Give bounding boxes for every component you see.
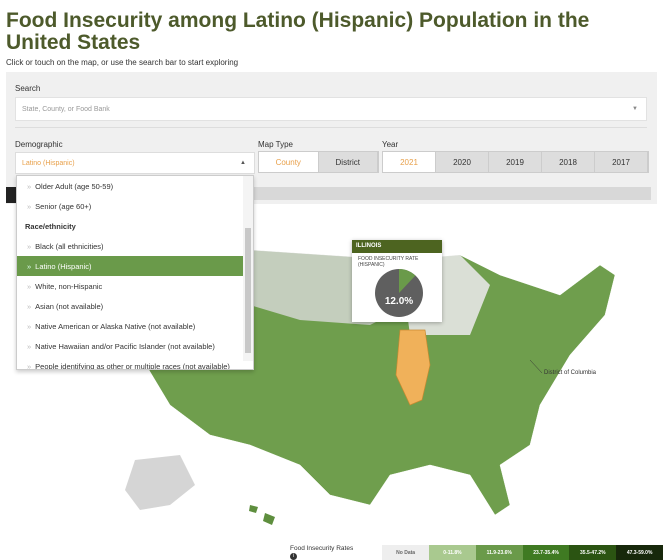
- year-2019[interactable]: 2019: [489, 152, 542, 172]
- chevron-right-icon: »: [27, 201, 32, 211]
- year-label: Year: [382, 140, 399, 149]
- legend-title-text: Food Insecurity Rates: [290, 545, 354, 552]
- tooltip-state: ILLINOIS: [352, 240, 442, 253]
- chevron-right-icon: »: [27, 341, 32, 351]
- map-type-toggle: County District: [258, 151, 379, 173]
- dropdown-option[interactable]: » Native Hawaiian and/or Pacific Islander…: [17, 336, 245, 356]
- dropdown-option[interactable]: » Native American or Alaska Native (not a…: [17, 316, 245, 336]
- tooltip-pie: 12.0%: [375, 269, 423, 317]
- demographic-label: Demographic: [15, 140, 63, 149]
- search-label: Search: [15, 84, 41, 93]
- dropdown-option[interactable]: » White, non-Hispanic: [17, 276, 245, 296]
- option-label: Native American or Alaska Native (not av…: [35, 321, 196, 331]
- alaska[interactable]: [125, 455, 195, 510]
- chevron-right-icon: »: [27, 361, 32, 370]
- side-tab[interactable]: [6, 187, 16, 203]
- chevron-right-icon: »: [27, 281, 32, 291]
- chevron-right-icon: »: [27, 181, 32, 191]
- map-type-label: Map Type: [258, 140, 293, 149]
- year-2020[interactable]: 2020: [436, 152, 489, 172]
- dropdown-option[interactable]: » People identifying as other or multiple…: [17, 356, 245, 370]
- option-label: Native Hawaiian and/or Pacific Islander …: [35, 341, 215, 351]
- tooltip-metric: FOOD INSECURITY RATE (HISPANIC): [358, 256, 419, 268]
- option-label: Black (all ethnicities): [35, 241, 104, 251]
- demographic-dropdown: » Older Adult (age 50-59)» Senior (age 60+…: [16, 175, 254, 370]
- map-type-county[interactable]: County: [259, 152, 319, 172]
- page-subtitle: Click or touch on the map, or use the se…: [6, 58, 239, 67]
- search-input[interactable]: State, County, or Food Bank ▼: [15, 97, 647, 121]
- year-2018[interactable]: 2018: [542, 152, 595, 172]
- dc-leader-line: [529, 359, 543, 374]
- scrollbar-thumb[interactable]: [245, 228, 251, 353]
- legend-bin: 0-11.8%: [429, 545, 476, 560]
- state-tooltip: ILLINOIS FOOD INSECURITY RATE (HISPANIC)…: [352, 240, 442, 322]
- option-label: People identifying as other or multiple …: [35, 361, 230, 370]
- dropdown-option[interactable]: » Older Adult (age 50-59): [17, 176, 245, 196]
- year-2017[interactable]: 2017: [595, 152, 648, 172]
- demographic-value: Latino (Hispanic): [22, 160, 75, 167]
- tooltip-value: 12.0%: [385, 296, 413, 307]
- legend-bin: 23.7-35.4%: [522, 545, 570, 560]
- legend-bin: 35.5-47.2%: [569, 545, 617, 560]
- dc-label[interactable]: District of Columbia: [544, 370, 597, 376]
- map-type-district[interactable]: District: [318, 152, 378, 172]
- option-label: Senior (age 60+): [35, 201, 92, 211]
- chevron-right-icon: »: [27, 241, 32, 251]
- legend-title: Food Insecurity Rates i: [290, 545, 360, 560]
- legend-bin: No Data: [382, 545, 430, 560]
- dropdown-option[interactable]: » Latino (Hispanic): [17, 256, 245, 276]
- option-label: Older Adult (age 50-59): [35, 181, 114, 191]
- chevron-right-icon: »: [27, 321, 32, 331]
- year-2021[interactable]: 2021: [383, 152, 436, 172]
- legend-bin: 11.9-23.6%: [475, 545, 523, 560]
- dropdown-scrollbar[interactable]: [243, 176, 253, 361]
- option-label: Latino (Hispanic): [35, 261, 92, 271]
- illinois-highlight[interactable]: [395, 329, 431, 406]
- page-title: Food Insecurity among Latino (Hispanic) …: [6, 9, 590, 54]
- chevron-down-icon[interactable]: ▼: [632, 106, 638, 112]
- demographic-select[interactable]: Latino (Hispanic) ▲: [15, 152, 255, 174]
- pie-slice: [399, 269, 416, 293]
- hawaii[interactable]: [249, 505, 275, 525]
- dropdown-group-header: Race/ethnicity: [25, 221, 76, 231]
- chevron-right-icon: »: [27, 261, 32, 271]
- legend-bin: 47.3-59.0%: [616, 545, 663, 560]
- option-label: White, non-Hispanic: [35, 281, 103, 291]
- chevron-right-icon: »: [27, 301, 32, 311]
- search-placeholder: State, County, or Food Bank: [22, 106, 110, 113]
- dropdown-option[interactable]: » Senior (age 60+): [17, 196, 245, 216]
- info-icon[interactable]: i: [290, 553, 297, 560]
- option-label: Asian (not available): [35, 301, 104, 311]
- chevron-up-icon[interactable]: ▲: [240, 160, 246, 166]
- dropdown-option[interactable]: » Black (all ethnicities): [17, 236, 245, 256]
- year-toggle: 2021 2020 2019 2018 2017: [382, 151, 649, 173]
- divider: [15, 127, 647, 128]
- dropdown-option[interactable]: » Asian (not available): [17, 296, 245, 316]
- legend: Food Insecurity Rates i No Data 0-11.8% 11…: [290, 545, 663, 560]
